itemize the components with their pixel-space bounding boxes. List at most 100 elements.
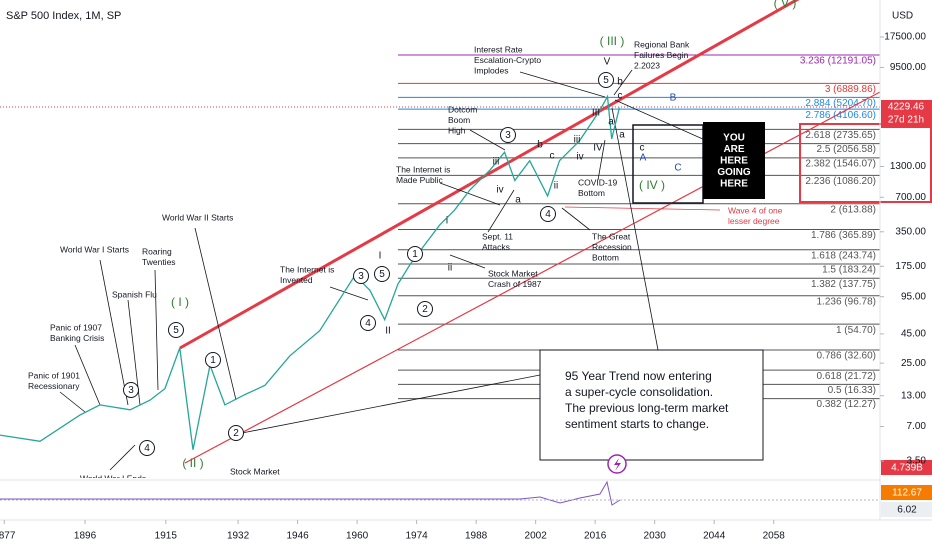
annotation: Wave 4 of one (728, 205, 783, 215)
wave-label: c (618, 91, 623, 102)
wave-label: c (640, 143, 645, 154)
annotation: Roaring (142, 246, 172, 256)
callout-text: 95 Year Trend now entering (565, 369, 712, 383)
wave-circle (417, 301, 433, 317)
y-tick-label: 9500.00 (890, 62, 927, 73)
annotation: Escalation-Crypto (474, 55, 541, 65)
wave-circle-label: 1 (412, 249, 418, 260)
x-tick-label: 1932 (227, 531, 250, 542)
y-tick-label: 3.50 (907, 456, 927, 467)
fib-label: 2.884 (5204.70) (805, 98, 876, 109)
annotation: World War I Starts (60, 244, 129, 254)
wave-circle (360, 315, 376, 331)
indicator-tag (881, 460, 932, 475)
annotation: Bottom (592, 252, 619, 262)
wave-circle (540, 206, 556, 222)
annotation: Implodes (474, 65, 509, 75)
wave-label: ii (448, 263, 452, 274)
arrows (59, 69, 721, 471)
wave-circle-label: 5 (173, 325, 179, 336)
annotation: Failures Begin (634, 50, 689, 60)
annotation: Twenties (142, 257, 176, 267)
chart-title: S&P 500 Index, 1M, SP (6, 10, 121, 22)
annotation: The Internet is (396, 164, 450, 174)
wave-label: I (379, 251, 382, 262)
x-tick-label: 1915 (155, 531, 178, 542)
x-tick-label: 1988 (465, 531, 488, 542)
x-tick-label: 2058 (763, 531, 786, 542)
annotation: Bottom (578, 188, 605, 198)
annotation: Interest Rate (474, 44, 523, 54)
last-price: 4229.46 (888, 102, 925, 113)
wave-label: II (385, 326, 391, 337)
x-tick-label: 1877 (0, 531, 16, 542)
fib-label: 1.786 (365.89) (811, 230, 876, 241)
wave-label: iii (493, 157, 500, 168)
wave-label: III (592, 108, 600, 119)
drawings (0, 0, 880, 471)
here-box (703, 122, 765, 199)
wave-label: ( V ) (774, 0, 797, 10)
wave-circle (407, 246, 423, 262)
fib-label: 2.236 (1086.20) (805, 176, 876, 187)
dynamic: 17500.00 9500.00 1300.00 700.00 350.00 175.00… (0, 0, 926, 542)
annotation: Stock Market (230, 466, 280, 476)
wave-label: c (550, 151, 555, 162)
annotation: The Great (592, 231, 631, 241)
wave-label: iv (576, 152, 583, 163)
wave-circle-label: 1 (210, 355, 216, 366)
here-text: HERE (720, 156, 748, 167)
x-tick-label: 1974 (405, 531, 428, 542)
x-tick-label: 1960 (346, 531, 369, 542)
fib-label: 2.382 (1546.07) (805, 158, 876, 169)
wave-label: A (640, 153, 647, 164)
fib-label: 1.236 (96.78) (817, 296, 877, 307)
wave-label: V (604, 57, 611, 68)
annotation: Crash of 1987 (488, 279, 542, 289)
price-line (0, 94, 621, 450)
y-tick-label: 25.00 (901, 358, 926, 369)
fib-label: 3.236 (12191.05) (800, 56, 876, 67)
annotation: Sept. 11 (482, 231, 513, 241)
wave-label: ii (554, 181, 558, 192)
x-tick-label: 2002 (525, 531, 548, 542)
fib-label: 1.5 (183.24) (822, 265, 876, 276)
annotation: Invented (280, 275, 313, 285)
wave-circle-label: 2 (233, 428, 239, 439)
wave-label: B (670, 93, 677, 104)
here-text: YOU (723, 133, 745, 144)
indicator-line (0, 480, 621, 506)
fib-label: 1.382 (137.75) (811, 279, 876, 290)
wave-label: IV (593, 143, 603, 154)
x-tick-label: 2030 (644, 531, 667, 542)
wave-circle-label: 2 (422, 304, 428, 315)
x-tick-label: 2044 (703, 531, 726, 542)
fib-label: 1 (54.70) (836, 325, 876, 336)
annotation: Spanish Flu (112, 289, 157, 299)
last-price-tag (881, 100, 932, 128)
wave-circle-label: 3 (505, 130, 511, 141)
here-text: HERE (720, 179, 748, 190)
annotation: lesser degree (728, 216, 780, 226)
annotation: Boom (448, 115, 470, 125)
annotation: Stock Market (488, 268, 538, 278)
wave-circle (374, 266, 390, 282)
y-tick-label: 17500.00 (884, 32, 926, 43)
annotation: 2.2023 (634, 60, 660, 70)
wave-circle (598, 72, 614, 88)
fib-label: 2.5 (2056.58) (817, 144, 877, 155)
callout-box (539, 349, 764, 461)
x-tick-label: 1946 (286, 531, 309, 542)
wave-label: C (674, 163, 681, 174)
annotation: Attacks (482, 242, 510, 252)
x-tick-label: 1896 (74, 531, 97, 542)
wave-circle-label: 5 (379, 269, 385, 280)
wave-circle (168, 322, 184, 338)
wave-label: ( III ) (600, 34, 625, 48)
wave-label: ( IV ) (639, 178, 665, 192)
y-tick-label: 95.00 (901, 291, 926, 302)
callout-text: The previous long-term market (565, 401, 729, 415)
fib-label: 0.382 (12.27) (817, 399, 877, 410)
annotation: Dotcom (448, 104, 477, 114)
